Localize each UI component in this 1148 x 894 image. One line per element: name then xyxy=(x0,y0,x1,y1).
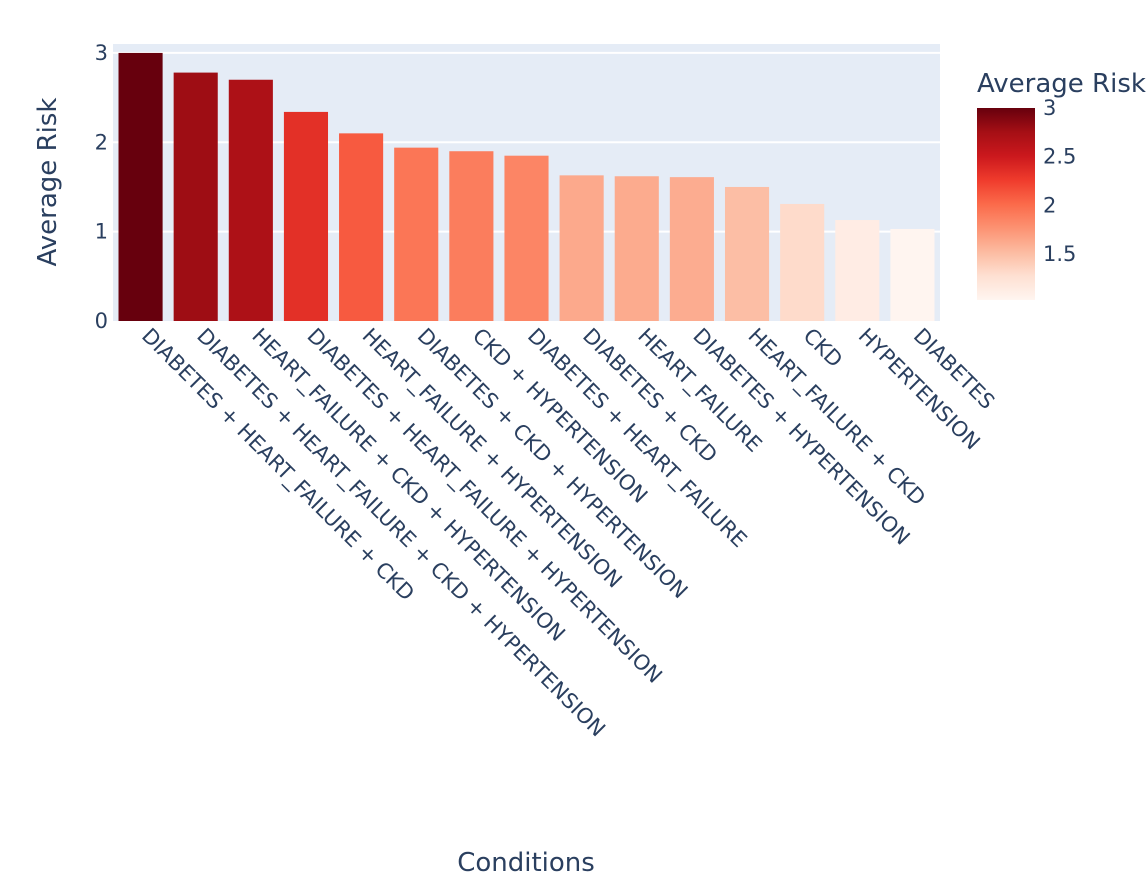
colorbar xyxy=(977,108,1035,300)
bar xyxy=(724,186,770,321)
y-axis-title: Average Risk xyxy=(33,98,63,267)
y-tick-label: 2 xyxy=(95,130,108,154)
colorbar-tick-label: 2.5 xyxy=(1043,145,1076,169)
colorbar-title: Average Risk xyxy=(977,69,1146,99)
x-axis-title: Conditions xyxy=(457,848,595,878)
bar xyxy=(559,175,604,321)
bar xyxy=(780,203,825,321)
bar xyxy=(504,155,549,321)
bar xyxy=(835,220,880,321)
bar xyxy=(118,52,163,321)
colorbar-tick-label: 3 xyxy=(1043,96,1056,120)
colorbar-tick-label: 2 xyxy=(1043,193,1056,217)
bar xyxy=(283,111,329,322)
bar xyxy=(394,147,439,321)
bar xyxy=(890,228,935,321)
bar xyxy=(614,176,659,321)
bar xyxy=(449,151,494,321)
bar xyxy=(228,79,273,321)
y-tick-label: 1 xyxy=(95,220,108,244)
bar xyxy=(669,177,714,321)
x-tick-label: CKD xyxy=(799,324,848,373)
y-tick-label: 0 xyxy=(95,309,108,333)
bar xyxy=(173,72,218,321)
colorbar-tick-label: 1.5 xyxy=(1043,242,1076,266)
bar xyxy=(339,133,384,321)
y-tick-label: 3 xyxy=(95,41,108,65)
